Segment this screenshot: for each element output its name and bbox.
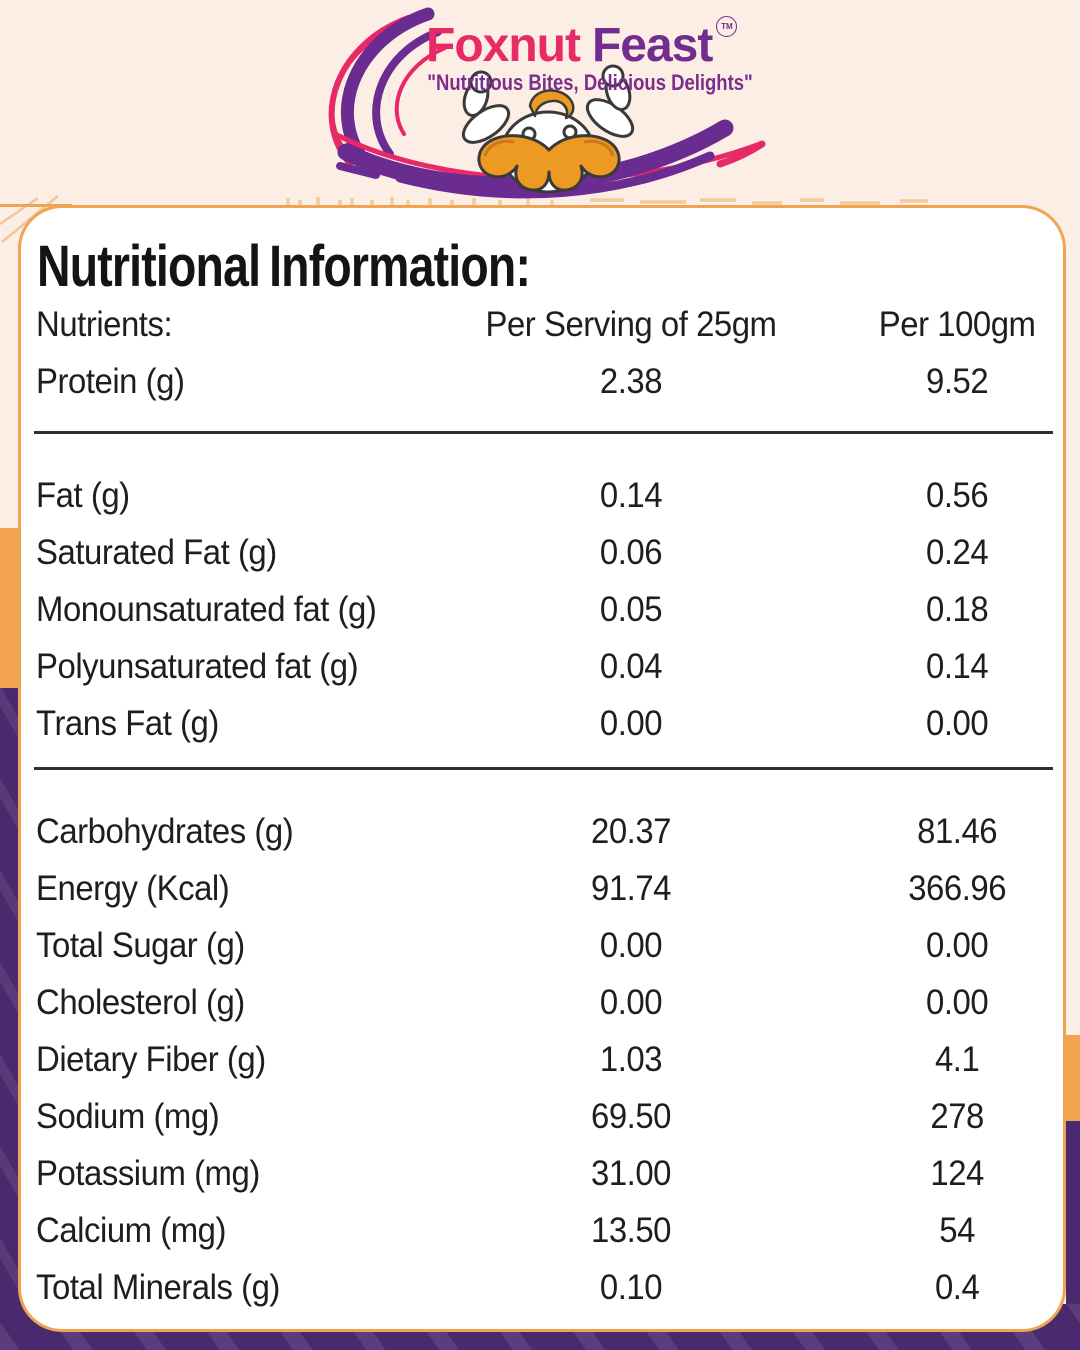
per-serving-value: 0.00	[599, 982, 663, 1022]
table-row: Fat (g) 0.14 0.56	[21, 467, 1063, 524]
trademark-symbol: TM	[716, 16, 738, 37]
brand-wordmark: Foxnut Feast TM	[426, 16, 738, 73]
per-serving-value: 13.50	[591, 1210, 671, 1250]
per-100-value: 4.1	[934, 1039, 980, 1079]
per-100-value: 124	[930, 1153, 984, 1193]
per-100-value: 0.00	[926, 703, 989, 743]
bg-right-orange-strip	[1066, 1035, 1080, 1125]
nutrient-label: Energy (Kcal)	[36, 868, 230, 908]
per-serving-value: 1.03	[599, 1039, 663, 1079]
per-100-value: 0.14	[926, 646, 989, 686]
nutrient-label: Total Minerals (g)	[36, 1267, 280, 1307]
per-100-value: 0.4	[934, 1267, 980, 1307]
table-row: Dietary Fiber (g) 1.03 4.1	[21, 1031, 1063, 1088]
table-row: Polyunsaturated fat (g) 0.04 0.14	[21, 638, 1063, 695]
table-header-row: Nutrients: Per Serving of 25gm Per 100gm	[21, 296, 1063, 353]
section-divider	[34, 431, 1053, 434]
column-header-nutrients: Nutrients:	[36, 304, 173, 344]
logo-swoosh-mascot-art	[328, 7, 766, 199]
table-row: Energy (Kcal) 91.74 366.96	[21, 860, 1063, 917]
per-serving-value: 20.37	[591, 811, 671, 851]
nutrient-label: Trans Fat (g)	[36, 703, 219, 743]
per-serving-value: 2.38	[599, 361, 663, 401]
per-serving-value: 0.04	[599, 646, 663, 686]
table-row: Protein (g) 2.38 9.52	[21, 353, 1063, 410]
per-serving-value: 0.05	[599, 589, 663, 629]
per-100-value: 0.18	[926, 589, 989, 629]
nutrient-label: Fat (g)	[36, 475, 130, 515]
table-row: Calcium (mg) 13.50 54	[21, 1202, 1063, 1259]
per-100-value: 0.56	[926, 475, 989, 515]
per-serving-value: 31.00	[591, 1153, 671, 1193]
per-100-value: 81.46	[917, 811, 998, 851]
per-100-value: 0.00	[926, 982, 989, 1022]
nutrient-label: Dietary Fiber (g)	[36, 1039, 266, 1079]
per-100-value: 366.96	[908, 868, 1007, 908]
brand-name-feast: Feast	[591, 19, 713, 72]
mascot-mustache-icon	[477, 134, 621, 192]
nutrient-label: Carbohydrates (g)	[36, 811, 294, 851]
per-100-value: 54	[939, 1210, 975, 1250]
column-header-per-serving: Per Serving of 25gm	[485, 304, 777, 344]
brand-tagline: "Nutritious Bites, Delicious Delights"	[427, 70, 753, 95]
per-100-value: 278	[930, 1096, 984, 1136]
table-row: Saturated Fat (g) 0.06 0.24	[21, 524, 1063, 581]
per-serving-value: 0.10	[599, 1267, 663, 1307]
nutrient-label: Sodium (mg)	[36, 1096, 220, 1136]
section-divider	[34, 767, 1053, 770]
bg-right-purple-strip	[1066, 1121, 1080, 1350]
per-serving-value: 0.00	[599, 925, 663, 965]
nutrient-label: Monounsaturated fat (g)	[36, 589, 377, 629]
table-row: Monounsaturated fat (g) 0.05 0.18	[21, 581, 1063, 638]
per-100-value: 9.52	[926, 361, 989, 401]
table-row: Cholesterol (g) 0.00 0.00	[21, 974, 1063, 1031]
table-row: Potassium (mg) 31.00 124	[21, 1145, 1063, 1202]
table-row: Total Minerals (g) 0.10 0.4	[21, 1259, 1063, 1316]
per-serving-value: 0.06	[599, 532, 663, 572]
nutrient-label: Potassium (mg)	[36, 1153, 260, 1193]
panel-title: Nutritional Information:	[37, 234, 531, 299]
nutrient-label: Cholesterol (g)	[36, 982, 245, 1022]
nutrient-label: Saturated Fat (g)	[36, 532, 277, 572]
per-100-value: 0.00	[926, 925, 989, 965]
per-serving-value: 91.74	[591, 868, 671, 908]
nutrient-label: Total Sugar (g)	[36, 925, 245, 965]
nutrition-panel: Nutritional Information: Nutrients: Per …	[18, 205, 1066, 1332]
per-100-value: 0.24	[926, 532, 989, 572]
table-row: Carbohydrates (g) 20.37 81.46	[21, 803, 1063, 860]
nutrient-label: Protein (g)	[36, 361, 185, 401]
mascot-hair-icon	[528, 89, 575, 120]
table-row: Total Sugar (g) 0.00 0.00	[21, 917, 1063, 974]
table-row: Sodium (mg) 69.50 278	[21, 1088, 1063, 1145]
nutrient-label: Calcium (mg)	[36, 1210, 226, 1250]
nutrition-table: Nutrients: Per Serving of 25gm Per 100gm…	[21, 296, 1063, 1316]
per-serving-value: 69.50	[591, 1096, 671, 1136]
per-serving-value: 0.14	[599, 475, 663, 515]
column-header-per-100: Per 100gm	[878, 304, 1036, 344]
brand-name-foxnut: Foxnut	[426, 19, 581, 72]
mascot-foxnut-icon	[461, 64, 635, 194]
table-row: Trans Fat (g) 0.00 0.00	[21, 695, 1063, 752]
per-serving-value: 0.00	[599, 703, 663, 743]
brand-logo: Foxnut Feast TM "Nutritious Bites, Delicio…	[280, 6, 820, 206]
nutrient-label: Polyunsaturated fat (g)	[36, 646, 359, 686]
